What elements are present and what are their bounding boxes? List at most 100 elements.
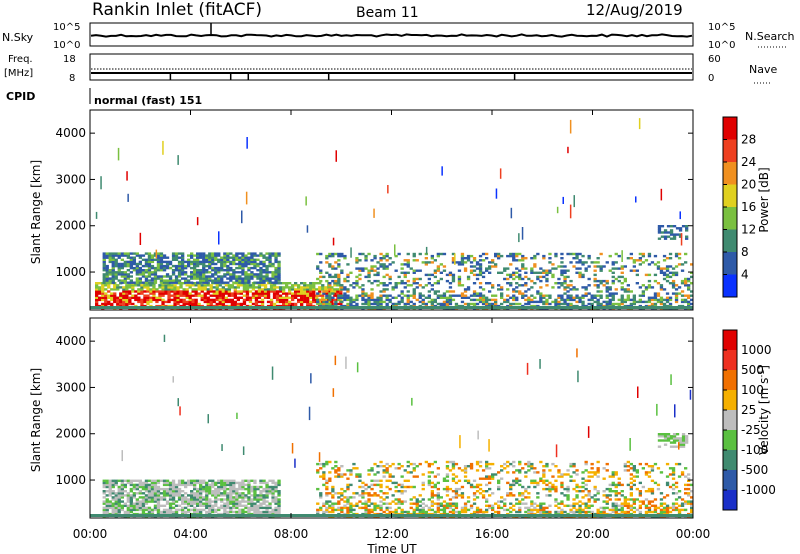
echo-cell — [355, 284, 359, 287]
echo-cell — [530, 257, 534, 260]
echo-cell — [478, 296, 483, 299]
echo-cell — [177, 483, 182, 487]
echo-cell — [427, 506, 431, 510]
echo-cell — [250, 485, 254, 489]
echo-cell — [515, 481, 519, 485]
echo-cell — [662, 273, 667, 277]
echo-cell — [466, 302, 471, 306]
echo-cell — [367, 494, 371, 497]
echo-cell — [485, 296, 489, 299]
echo-cell — [156, 277, 161, 280]
echo-cell — [575, 490, 579, 493]
echo-cell — [349, 296, 353, 299]
echo-cell — [685, 235, 689, 238]
echo-cell — [98, 290, 102, 293]
echo-cell — [171, 252, 176, 255]
echo-cell — [593, 284, 597, 287]
echo-cell — [650, 296, 655, 299]
echo-cell — [187, 481, 191, 485]
echo-cell — [690, 275, 694, 279]
echo-cell — [232, 271, 236, 274]
echo-cell — [427, 498, 431, 501]
echo-cell — [232, 485, 236, 489]
echo-cell — [488, 439, 490, 452]
echo-cell — [217, 266, 221, 270]
echo-cell — [512, 290, 516, 293]
echo-cell — [227, 300, 231, 304]
echo-cell — [220, 258, 224, 261]
echo-cell — [256, 508, 260, 512]
echo-cell — [617, 302, 621, 306]
colorbar-label: 24 — [741, 155, 756, 169]
echo-cell — [575, 267, 579, 270]
echo-cell — [196, 502, 200, 505]
echo-cell — [144, 487, 149, 491]
echo-cell — [518, 275, 522, 279]
echo-cell — [684, 487, 688, 491]
echo-cell — [147, 252, 152, 255]
echo-cell — [632, 506, 636, 510]
echo-cell — [184, 485, 188, 489]
echo-cell — [247, 262, 251, 266]
echo-cell — [275, 300, 280, 304]
echo-cell — [669, 445, 674, 448]
echo-cell — [174, 266, 179, 270]
echo-cell — [196, 262, 200, 266]
echo-cell — [687, 286, 691, 289]
echo-cell — [391, 500, 395, 503]
echo-cell — [132, 508, 136, 512]
echo-cell — [294, 296, 298, 299]
echo-cell — [170, 298, 174, 302]
echo-cell — [515, 469, 519, 472]
echo-cell — [388, 487, 392, 491]
echo-cell — [424, 273, 428, 277]
echo-cell — [335, 150, 337, 162]
echo-cell — [665, 483, 670, 487]
echo-cell — [333, 284, 337, 287]
echo-cell — [518, 494, 522, 497]
echo-cell — [162, 494, 167, 497]
echo-cell — [182, 298, 186, 302]
echo-cell — [331, 485, 335, 489]
echo-cell — [572, 504, 576, 507]
echo-cell — [644, 259, 649, 262]
echo-cell — [400, 300, 404, 304]
echo-cell — [239, 284, 243, 287]
echo-cell — [218, 296, 222, 299]
echo-cell — [330, 288, 334, 291]
echo-cell — [475, 261, 480, 264]
echo-cell — [98, 296, 102, 299]
echo-cell — [663, 231, 668, 234]
echo-cell — [638, 257, 642, 260]
echo-cell — [623, 279, 627, 283]
echo-cell — [135, 277, 139, 280]
echo-cell — [478, 483, 483, 487]
y-tick-label: 2000 — [55, 219, 86, 233]
echo-cell — [563, 510, 567, 514]
echo-cell — [671, 506, 676, 510]
echo-cell — [319, 269, 323, 272]
echo-cell — [497, 504, 501, 507]
echo-cell — [436, 279, 440, 283]
echo-cell — [355, 298, 359, 302]
colorbar-label: -100 — [741, 443, 768, 457]
echo-cell — [161, 286, 165, 289]
echo-cell — [303, 290, 307, 293]
echo-cell — [334, 279, 338, 283]
echo-cell — [367, 485, 371, 489]
echo-cell — [194, 284, 198, 287]
echo-cell — [193, 273, 197, 276]
echo-cell — [331, 494, 335, 497]
echo-cell — [104, 300, 108, 304]
echo-cell — [185, 296, 189, 299]
echo-cell — [358, 259, 362, 262]
echo-cell — [635, 508, 639, 512]
echo-cell — [418, 269, 422, 272]
echo-cell — [548, 490, 552, 493]
echo-cell — [331, 510, 335, 514]
echo-cell — [220, 500, 224, 503]
echo-cell — [316, 502, 320, 505]
echo-cell — [196, 479, 200, 482]
echo-cell — [288, 290, 292, 293]
echo-cell — [379, 504, 383, 507]
